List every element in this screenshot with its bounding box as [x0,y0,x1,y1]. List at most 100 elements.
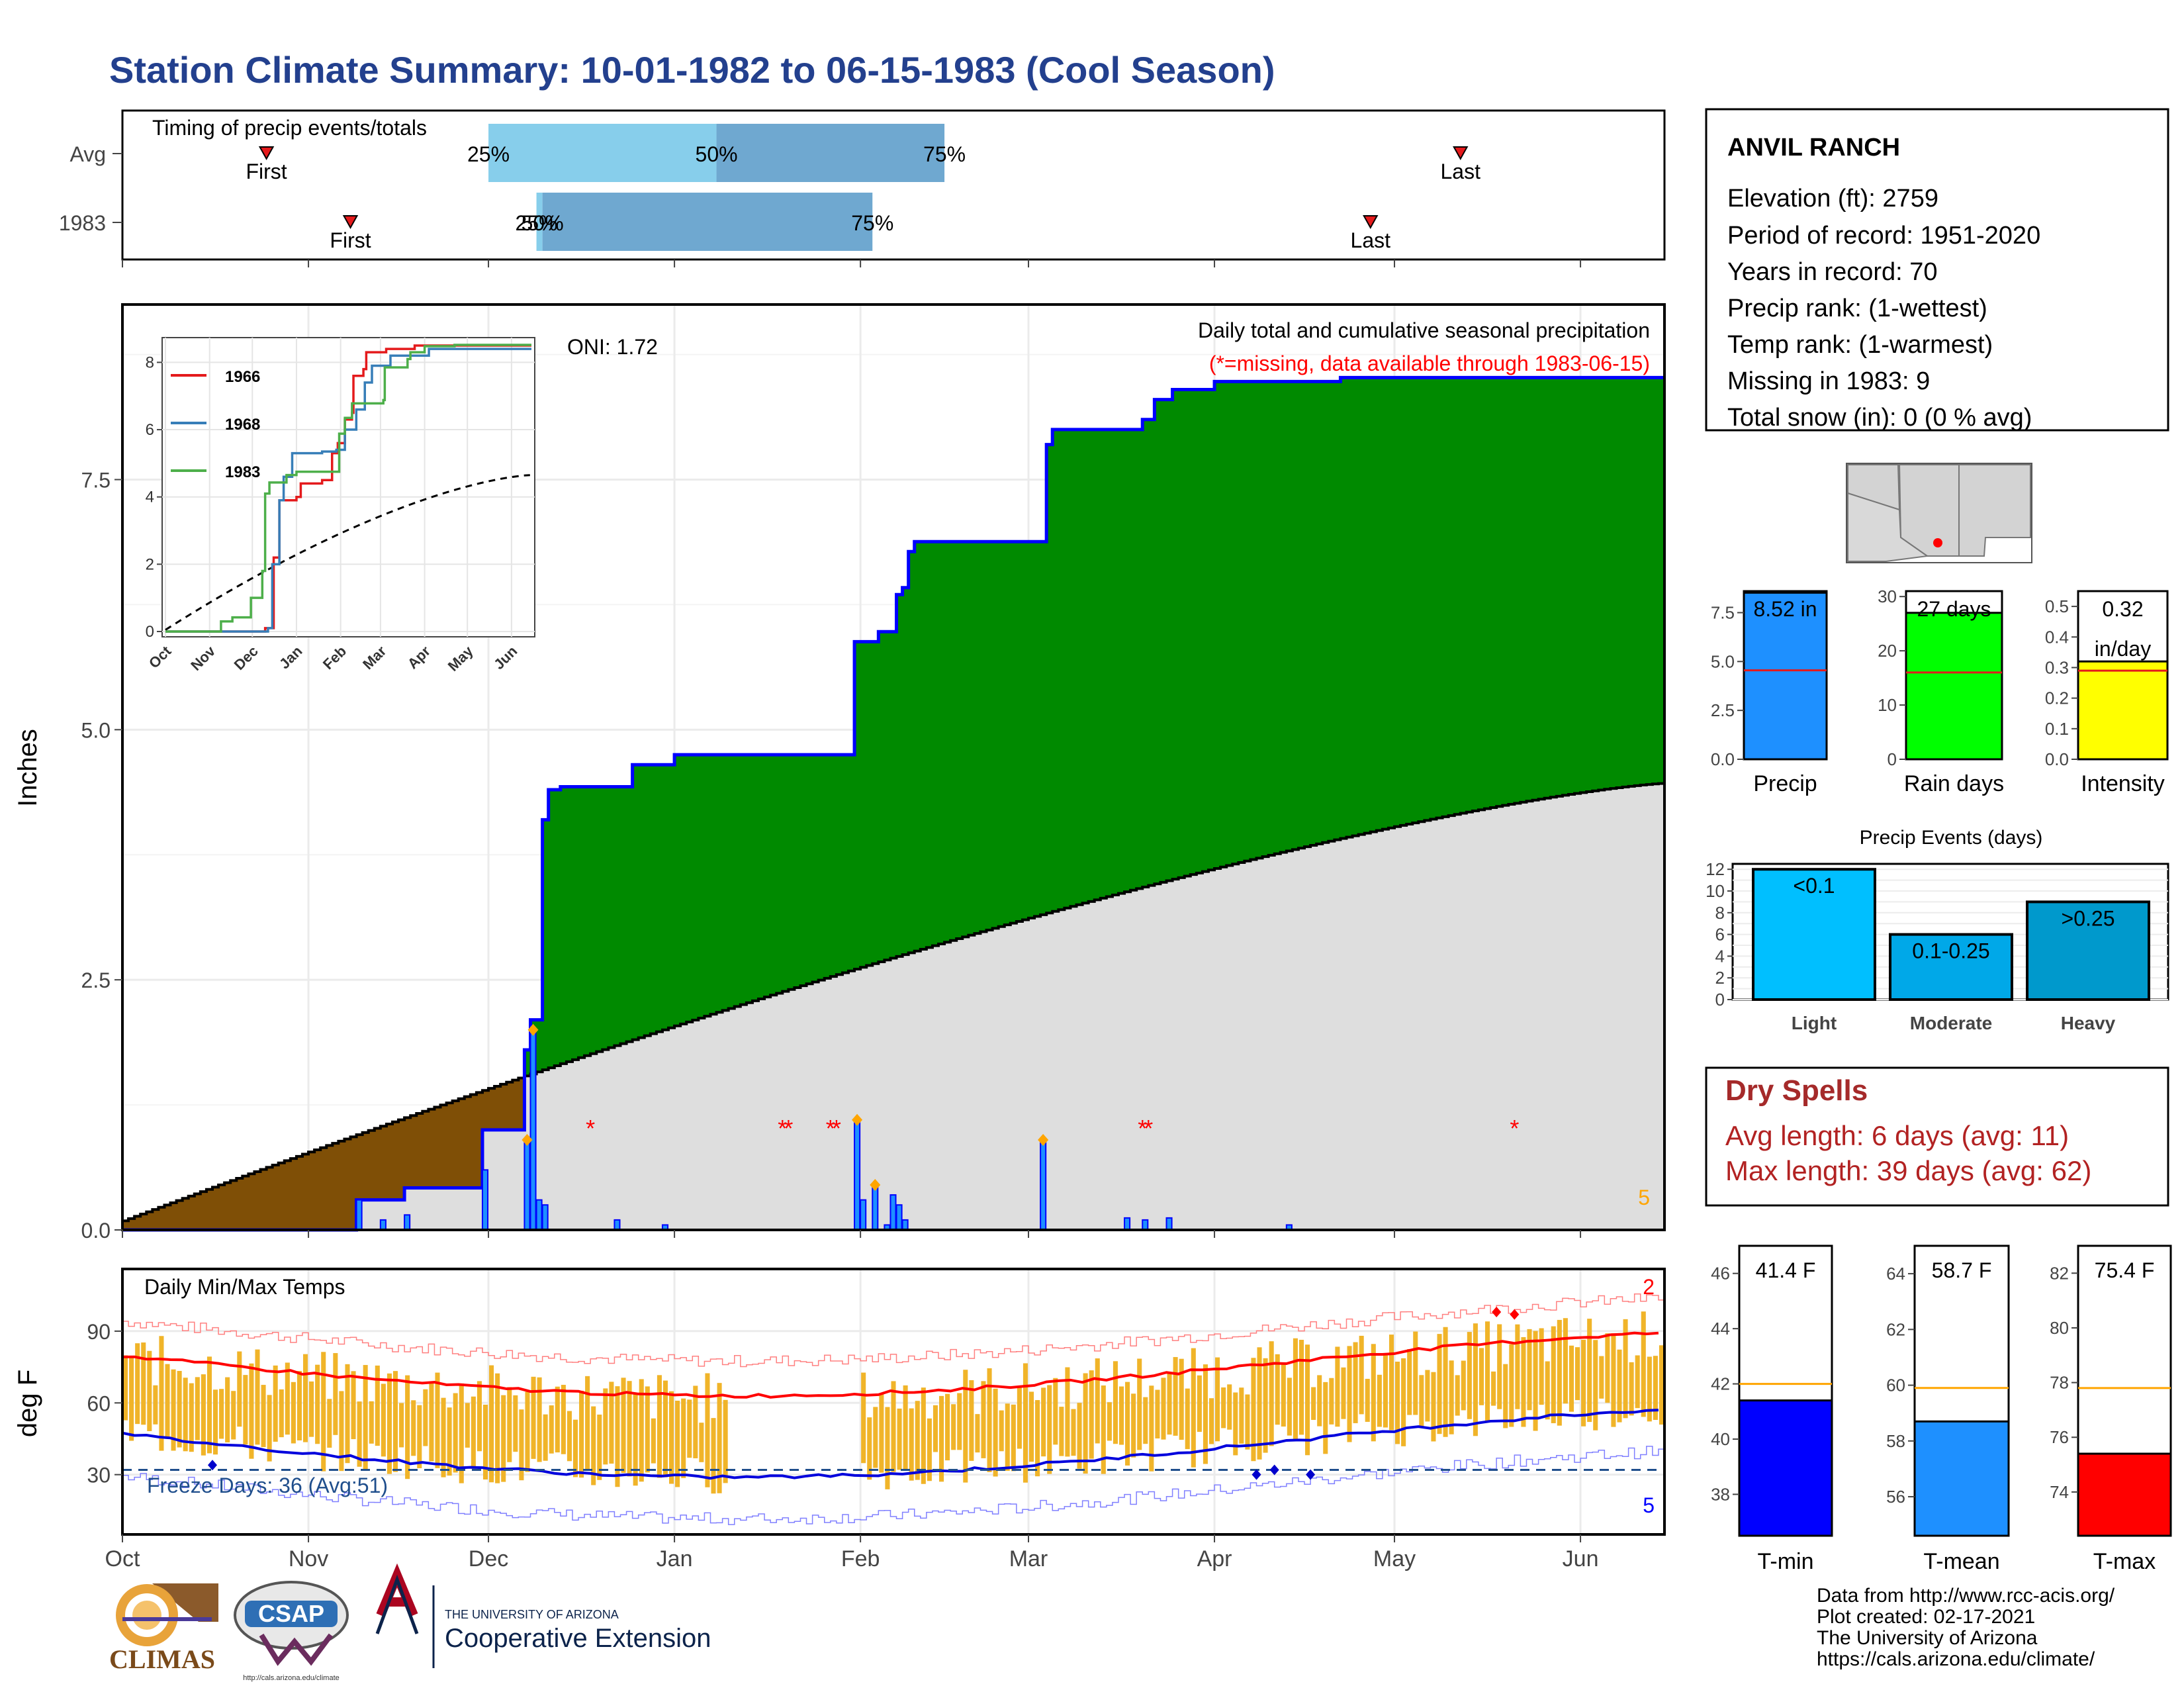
daily-temp-bar [1053,1378,1058,1445]
daily-temp-bar [327,1399,332,1448]
daily-temp-bar [627,1381,632,1477]
daily-temp-bar [1269,1341,1274,1446]
daily-temp-bar [1449,1360,1454,1434]
inset-legend-label: 1968 [225,416,260,434]
daily-temp-bar [873,1407,878,1468]
daily-temp-bar [1071,1409,1076,1456]
timing-q25-label: 25% [516,211,558,235]
daily-temp-bar [1047,1385,1052,1474]
svg-text:CSAP: CSAP [258,1600,324,1627]
missing-day-marker: * [1144,1115,1153,1142]
daily-temp-bar [1557,1319,1562,1426]
daily-temp-bar [938,1395,944,1482]
daily-temp-bar [1143,1397,1148,1444]
daily-temp-bar [1287,1378,1292,1436]
daily-temp-bar [321,1352,326,1472]
daily-temp-bar [1443,1327,1448,1437]
daily-temp-bar [285,1362,290,1435]
record-high-count: 2 [1643,1275,1655,1299]
observed-cumulative-line [122,375,1664,1232]
daily-temp-bar [453,1393,458,1473]
daily-temp-bar [1131,1393,1136,1458]
daily-precip-bar [1142,1219,1149,1231]
daily-temp-bar [441,1397,446,1477]
deficit-area [122,1078,525,1230]
daily-temp-bar [1617,1349,1622,1423]
svg-text:THE UNIVERSITY OF ARIZONA: THE UNIVERSITY OF ARIZONA [445,1608,619,1621]
daily-temp-bar [993,1388,998,1477]
timing-q50-label: 50% [522,211,564,235]
daily-temp-bar [687,1399,692,1458]
daily-precip-bar [895,1204,903,1231]
missing-day-marker: * [784,1115,793,1142]
daily-temp-bar [273,1365,278,1442]
daily-temp-bar [206,1356,212,1454]
inset-y-tick-label: 0 [146,623,154,641]
daily-temp-bar [1191,1348,1196,1468]
daily-temp-bar [219,1389,224,1439]
mini-bar-value: 0.32 [2102,597,2143,621]
y-tick-label: 0.0 [81,1219,111,1243]
daily-temp-bar [531,1376,536,1459]
daily-temp-bar [135,1343,140,1425]
mini-bar-label: Precip [1753,771,1817,796]
events-tick-label: 10 [1706,881,1725,901]
daily-temp-bar [1413,1331,1418,1415]
daily-temp-bar [567,1411,572,1462]
summary-bars: 8.52 in 0.0 2.5 5.0 7.5 Precip 27 days 0 10 20 30 R… [1711,586,2169,796]
temps-y-axis-title: deg F [13,1370,42,1437]
events-bar [1889,933,2013,1001]
daily-temp-bar [639,1379,644,1482]
daily-temp-bar [969,1380,974,1461]
daily-temp-bar [177,1371,182,1448]
daily-temp-bar [717,1383,722,1493]
timing-label: Timing of precip events/totals [152,116,427,140]
daily-temp-bar [1221,1387,1226,1429]
daily-temp-bar [1257,1347,1262,1460]
timing-last-label: Last [1441,160,1481,183]
inset-y-tick-label: 8 [146,353,154,371]
daily-temp-bar [1095,1358,1100,1444]
daily-temp-bar [723,1399,728,1483]
daily-temp-bar [861,1372,866,1464]
daily-temp-bar [387,1373,392,1474]
mini-bar-tick-label: 0.5 [2045,596,2069,616]
temps-y-tick-label: 60 [87,1391,111,1415]
events-tick-label: 0 [1715,990,1725,1009]
temp-bar-tick-label: 76 [2050,1427,2069,1447]
events-bar-label: 0.1-0.25 [1912,939,1989,963]
inset-y-tick-label: 4 [146,489,154,506]
daily-temp-bar [423,1389,428,1446]
mini-bar-tick-label: 0 [1888,749,1897,769]
footer-line: Plot created: 02-17-2021 [1817,1606,2035,1628]
daily-temp-bar [1233,1392,1238,1456]
daily-precip-bar [523,1139,531,1231]
daily-temp-bar [1659,1345,1664,1425]
normal-low-line [122,1409,1659,1480]
daily-temp-bar [1173,1357,1178,1436]
station-line: Temp rank: (1-warmest) [1727,331,1993,359]
month-label: Apr [1197,1546,1232,1571]
big-event-marker [522,1133,533,1146]
big-event-marker [527,1023,539,1036]
daily-temp-bar [399,1403,404,1448]
dry-spells-title: Dry Spells [1725,1074,1868,1107]
daily-temp-bar [153,1385,158,1425]
daily-temp-bar [1005,1403,1010,1471]
month-label: Oct [105,1546,140,1571]
daily-temp-bar [921,1387,926,1484]
daily-temp-bar [699,1423,704,1462]
daily-temp-bar [411,1400,416,1456]
mini-bar-unit: in/day [2095,637,2151,661]
daily-temp-bar [302,1354,308,1442]
daily-temp-bar [1035,1400,1040,1477]
daily-temp-bar [171,1369,176,1451]
daily-temp-bar [1245,1394,1250,1450]
temp-bar-tick-label: 38 [1711,1484,1730,1504]
station-line: Precip rank: (1-wettest) [1727,295,1987,322]
daily-temp-bar [267,1395,272,1462]
daily-precip-bar [529,1029,537,1231]
daily-temp-bar [1521,1336,1526,1427]
timing-first-marker [342,215,359,230]
